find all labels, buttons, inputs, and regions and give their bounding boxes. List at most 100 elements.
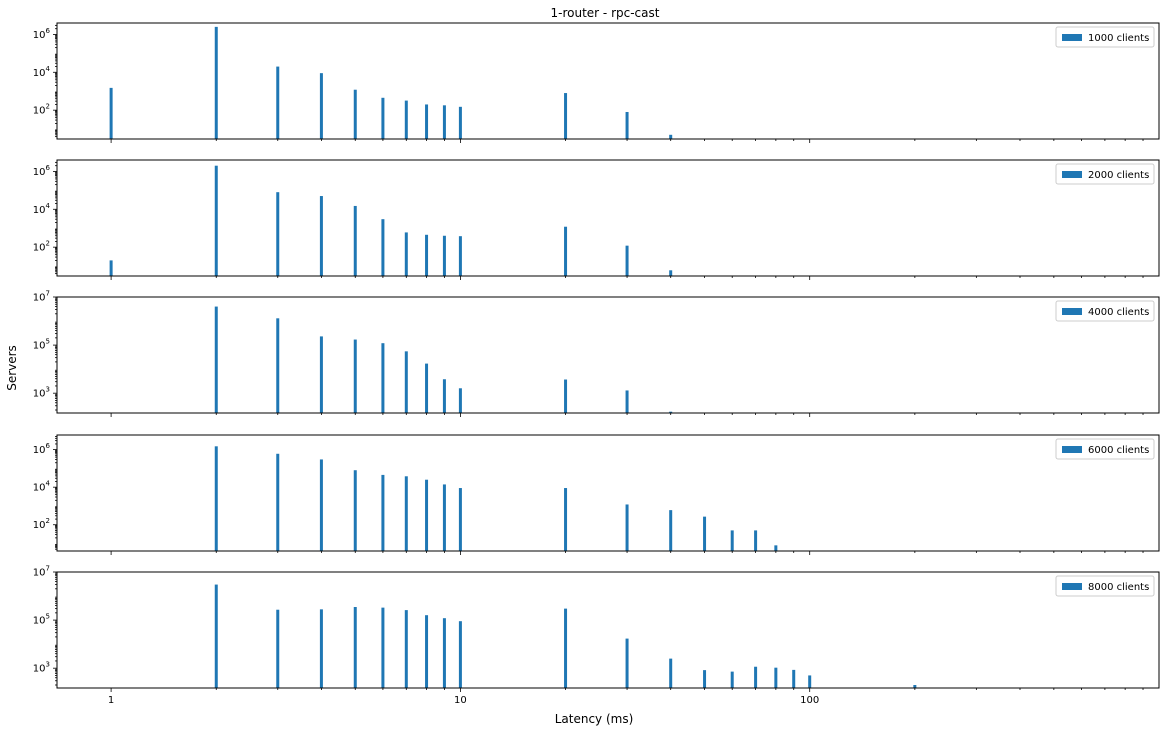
- panel-frame: [56, 434, 1160, 552]
- legend-label: 1000 clients: [1088, 33, 1149, 44]
- bar: [276, 318, 280, 413]
- bar: [276, 453, 280, 551]
- bar: [625, 638, 629, 688]
- ytick-label: 102: [33, 517, 50, 531]
- bar: [625, 245, 629, 276]
- bar: [730, 671, 734, 688]
- panel-5: 103 105 107 8000 clients: [33, 565, 1160, 692]
- bar: [381, 343, 385, 413]
- ytick-label: 106: [33, 164, 51, 178]
- y-axis-label: Servers: [5, 345, 19, 391]
- bar: [442, 379, 446, 413]
- bar: [425, 479, 429, 551]
- bar: [564, 226, 568, 276]
- bar: [276, 66, 280, 139]
- ytick-label: 105: [33, 613, 50, 627]
- bar: [442, 618, 446, 688]
- ytick-label: 107: [33, 290, 50, 304]
- legend-frame: [1055, 163, 1155, 185]
- bar: [319, 73, 323, 139]
- ytick-label: 102: [33, 240, 50, 254]
- bar: [353, 470, 357, 551]
- ytick-label: 102: [33, 103, 50, 117]
- bar: [353, 205, 357, 276]
- legend-frame: [1055, 300, 1155, 322]
- bar: [703, 516, 707, 551]
- bar: [669, 411, 673, 413]
- bar: [109, 260, 113, 276]
- panel-frame: [56, 296, 1160, 414]
- ytick-label: 106: [33, 442, 51, 456]
- xtick-label: 1: [108, 695, 114, 706]
- bar: [669, 510, 673, 551]
- legend-swatch: [1062, 446, 1082, 453]
- bar: [404, 351, 408, 413]
- panel-frame: [56, 159, 1160, 277]
- legend-frame: [1055, 26, 1155, 48]
- bar: [730, 530, 734, 551]
- bar: [381, 97, 385, 139]
- bar: [404, 100, 408, 139]
- bar: [458, 488, 462, 551]
- panel-frame: [56, 571, 1160, 689]
- panels-layer: 102 104 106 1000 clients 102 104 106 2000 clien…: [33, 22, 1160, 706]
- ytick-label: 104: [33, 65, 51, 79]
- bar: [404, 610, 408, 688]
- ytick-label: 104: [33, 480, 51, 494]
- legend-label: 2000 clients: [1088, 170, 1149, 181]
- ytick-label: 106: [33, 27, 51, 41]
- bar: [625, 111, 629, 139]
- legend-label: 8000 clients: [1088, 582, 1149, 593]
- bar: [458, 621, 462, 688]
- bar: [669, 134, 673, 139]
- legend-swatch: [1062, 171, 1082, 178]
- bar: [404, 476, 408, 551]
- panel-1: 102 104 106 1000 clients: [33, 22, 1160, 143]
- panel-2: 102 104 106 2000 clients: [33, 159, 1160, 280]
- bar: [442, 484, 446, 551]
- bar: [703, 670, 707, 688]
- bar: [381, 474, 385, 551]
- legend-frame: [1055, 575, 1155, 597]
- bar: [353, 339, 357, 413]
- bar: [319, 196, 323, 276]
- panel-4: 102 104 106 6000 clients: [33, 434, 1160, 555]
- bar: [564, 488, 568, 551]
- ytick-label: 104: [33, 202, 51, 216]
- bar: [564, 93, 568, 139]
- bar: [425, 104, 429, 139]
- bar: [214, 584, 218, 688]
- bar: [425, 615, 429, 688]
- bar: [319, 336, 323, 413]
- bar: [381, 607, 385, 688]
- bar: [754, 666, 758, 688]
- ytick-label: 105: [33, 338, 50, 352]
- panel-frame: [56, 22, 1160, 140]
- bar: [276, 609, 280, 688]
- bar: [353, 607, 357, 688]
- ytick-label: 103: [33, 386, 50, 400]
- legend-swatch: [1062, 34, 1082, 41]
- bar: [425, 234, 429, 276]
- ytick-label: 107: [33, 565, 50, 579]
- bar: [774, 667, 778, 688]
- bar: [353, 89, 357, 139]
- bar: [404, 232, 408, 276]
- bar: [792, 669, 796, 688]
- bar: [458, 106, 462, 139]
- bar: [214, 165, 218, 276]
- xtick-label: 100: [800, 695, 819, 706]
- ytick-label: 103: [33, 661, 50, 675]
- x-axis-label: Latency (ms): [555, 712, 634, 726]
- bar: [425, 363, 429, 413]
- bar: [754, 530, 758, 551]
- legend-frame: [1055, 438, 1155, 460]
- bar: [276, 192, 280, 276]
- bar: [214, 26, 218, 139]
- bar: [442, 235, 446, 276]
- bar: [808, 675, 812, 688]
- bar: [669, 270, 673, 276]
- legend-swatch: [1062, 583, 1082, 590]
